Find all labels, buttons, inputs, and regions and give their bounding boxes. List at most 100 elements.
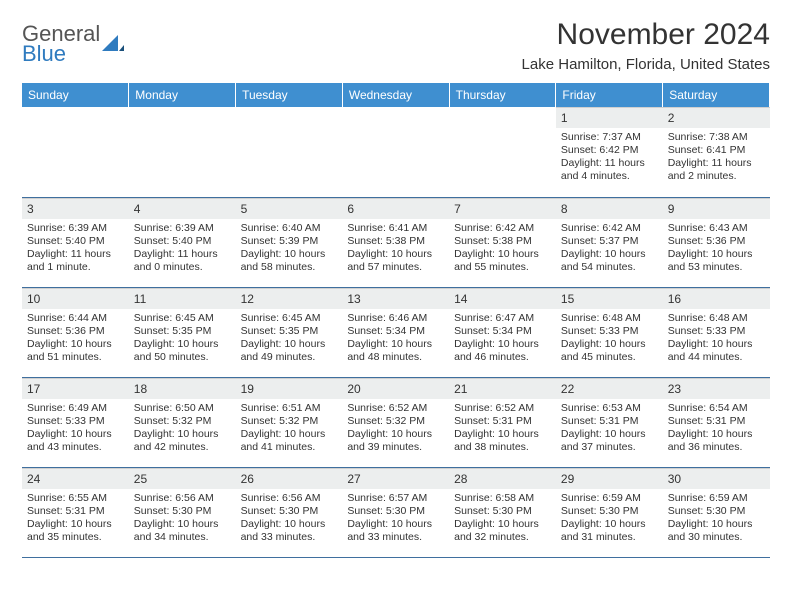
weekday-header-row: SundayMondayTuesdayWednesdayThursdayFrid…: [22, 83, 770, 107]
daylight-text: Daylight: 10 hours and 45 minutes.: [561, 338, 658, 364]
day-details: Sunrise: 6:46 AMSunset: 5:34 PMDaylight:…: [342, 309, 449, 371]
daylight-text: Daylight: 10 hours and 46 minutes.: [454, 338, 551, 364]
sunrise-text: Sunrise: 6:49 AM: [27, 402, 124, 415]
sunrise-text: Sunrise: 6:39 AM: [134, 222, 231, 235]
location-text: Lake Hamilton, Florida, United States: [522, 56, 770, 73]
day-details: Sunrise: 6:40 AMSunset: 5:39 PMDaylight:…: [236, 219, 343, 281]
sunset-text: Sunset: 5:37 PM: [561, 235, 658, 248]
daylight-text: Daylight: 10 hours and 32 minutes.: [454, 518, 551, 544]
daylight-text: Daylight: 10 hours and 48 minutes.: [347, 338, 444, 364]
day-details: Sunrise: 7:37 AMSunset: 6:42 PMDaylight:…: [556, 128, 663, 190]
calendar-day-cell: 24Sunrise: 6:55 AMSunset: 5:31 PMDayligh…: [22, 467, 129, 557]
calendar-day-cell: 27Sunrise: 6:57 AMSunset: 5:30 PMDayligh…: [342, 467, 449, 557]
day-number: 23: [663, 378, 770, 399]
calendar-day-cell: 30Sunrise: 6:59 AMSunset: 5:30 PMDayligh…: [663, 467, 770, 557]
sunrise-text: Sunrise: 6:50 AM: [134, 402, 231, 415]
sunset-text: Sunset: 5:38 PM: [347, 235, 444, 248]
daylight-text: Daylight: 11 hours and 1 minute.: [27, 248, 124, 274]
calendar-day-cell: 8Sunrise: 6:42 AMSunset: 5:37 PMDaylight…: [556, 197, 663, 287]
weekday-header: Saturday: [663, 83, 770, 107]
day-number: 9: [663, 198, 770, 219]
day-number: 10: [22, 288, 129, 309]
sunset-text: Sunset: 5:30 PM: [561, 505, 658, 518]
sunrise-text: Sunrise: 6:52 AM: [454, 402, 551, 415]
sunset-text: Sunset: 5:30 PM: [241, 505, 338, 518]
day-number: 20: [342, 378, 449, 399]
sunrise-text: Sunrise: 6:44 AM: [27, 312, 124, 325]
calendar-day-cell: 26Sunrise: 6:56 AMSunset: 5:30 PMDayligh…: [236, 467, 343, 557]
day-number: 26: [236, 468, 343, 489]
day-number: 16: [663, 288, 770, 309]
calendar-day-cell: [342, 107, 449, 197]
calendar-week-row: 17Sunrise: 6:49 AMSunset: 5:33 PMDayligh…: [22, 377, 770, 467]
calendar-day-cell: 28Sunrise: 6:58 AMSunset: 5:30 PMDayligh…: [449, 467, 556, 557]
day-number: 6: [342, 198, 449, 219]
daylight-text: Daylight: 10 hours and 51 minutes.: [27, 338, 124, 364]
day-number: 2: [663, 107, 770, 128]
day-number: 3: [22, 198, 129, 219]
calendar-week-row: 1Sunrise: 7:37 AMSunset: 6:42 PMDaylight…: [22, 107, 770, 197]
sunrise-text: Sunrise: 6:53 AM: [561, 402, 658, 415]
header: General Blue November 2024 Lake Hamilton…: [22, 18, 770, 73]
sunset-text: Sunset: 5:33 PM: [561, 325, 658, 338]
calendar-table: SundayMondayTuesdayWednesdayThursdayFrid…: [22, 83, 770, 558]
calendar-day-cell: 25Sunrise: 6:56 AMSunset: 5:30 PMDayligh…: [129, 467, 236, 557]
calendar-week-row: 10Sunrise: 6:44 AMSunset: 5:36 PMDayligh…: [22, 287, 770, 377]
daylight-text: Daylight: 10 hours and 33 minutes.: [241, 518, 338, 544]
day-number: 24: [22, 468, 129, 489]
daylight-text: Daylight: 10 hours and 57 minutes.: [347, 248, 444, 274]
day-details: Sunrise: 6:58 AMSunset: 5:30 PMDaylight:…: [449, 489, 556, 551]
daylight-text: Daylight: 10 hours and 44 minutes.: [668, 338, 765, 364]
day-number: 30: [663, 468, 770, 489]
sunset-text: Sunset: 5:30 PM: [134, 505, 231, 518]
calendar-day-cell: 9Sunrise: 6:43 AMSunset: 5:36 PMDaylight…: [663, 197, 770, 287]
sunset-text: Sunset: 5:36 PM: [668, 235, 765, 248]
sunset-text: Sunset: 6:42 PM: [561, 144, 658, 157]
sunset-text: Sunset: 5:33 PM: [668, 325, 765, 338]
calendar-day-cell: 5Sunrise: 6:40 AMSunset: 5:39 PMDaylight…: [236, 197, 343, 287]
sunrise-text: Sunrise: 7:37 AM: [561, 131, 658, 144]
day-number: 19: [236, 378, 343, 399]
day-number: 4: [129, 198, 236, 219]
day-number: 22: [556, 378, 663, 399]
weekday-header: Friday: [556, 83, 663, 107]
daylight-text: Daylight: 10 hours and 55 minutes.: [454, 248, 551, 274]
daylight-text: Daylight: 10 hours and 41 minutes.: [241, 428, 338, 454]
sunrise-text: Sunrise: 6:52 AM: [347, 402, 444, 415]
day-number: 25: [129, 468, 236, 489]
sunset-text: Sunset: 6:41 PM: [668, 144, 765, 157]
day-details: Sunrise: 6:45 AMSunset: 5:35 PMDaylight:…: [129, 309, 236, 371]
weekday-header: Sunday: [22, 83, 129, 107]
calendar-day-cell: 12Sunrise: 6:45 AMSunset: 5:35 PMDayligh…: [236, 287, 343, 377]
calendar-day-cell: 6 Sunrise: 6:41 AMSunset: 5:38 PMDaylight…: [342, 197, 449, 287]
daylight-text: Daylight: 10 hours and 53 minutes.: [668, 248, 765, 274]
day-number: 15: [556, 288, 663, 309]
weekday-header: Monday: [129, 83, 236, 107]
sunset-text: Sunset: 5:38 PM: [454, 235, 551, 248]
sail-icon: [102, 35, 124, 53]
day-details: Sunrise: 6:59 AMSunset: 5:30 PMDaylight:…: [663, 489, 770, 551]
sunrise-text: Sunrise: 6:41 AM: [347, 222, 444, 235]
sunset-text: Sunset: 5:32 PM: [134, 415, 231, 428]
sunrise-text: Sunrise: 6:55 AM: [27, 492, 124, 505]
calendar-day-cell: 10Sunrise: 6:44 AMSunset: 5:36 PMDayligh…: [22, 287, 129, 377]
sunrise-text: Sunrise: 7:38 AM: [668, 131, 765, 144]
day-number: 7: [449, 198, 556, 219]
sunset-text: Sunset: 5:34 PM: [454, 325, 551, 338]
day-details: Sunrise: 6:43 AMSunset: 5:36 PMDaylight:…: [663, 219, 770, 281]
daylight-text: Daylight: 10 hours and 34 minutes.: [134, 518, 231, 544]
calendar-day-cell: 21Sunrise: 6:52 AMSunset: 5:31 PMDayligh…: [449, 377, 556, 467]
brand-logo: General Blue: [22, 24, 124, 64]
brand-word2: Blue: [22, 44, 100, 64]
title-block: November 2024 Lake Hamilton, Florida, Un…: [522, 18, 770, 73]
sunrise-text: Sunrise: 6:42 AM: [561, 222, 658, 235]
day-details: Sunrise: 6:49 AMSunset: 5:33 PMDaylight:…: [22, 399, 129, 461]
day-details: Sunrise: 6:52 AMSunset: 5:31 PMDaylight:…: [449, 399, 556, 461]
daylight-text: Daylight: 10 hours and 50 minutes.: [134, 338, 231, 364]
day-number: 11: [129, 288, 236, 309]
daylight-text: Daylight: 11 hours and 0 minutes.: [134, 248, 231, 274]
calendar-day-cell: 11Sunrise: 6:45 AMSunset: 5:35 PMDayligh…: [129, 287, 236, 377]
day-number: 13: [342, 288, 449, 309]
day-details: Sunrise: 6:44 AMSunset: 5:36 PMDaylight:…: [22, 309, 129, 371]
sunrise-text: Sunrise: 6:42 AM: [454, 222, 551, 235]
